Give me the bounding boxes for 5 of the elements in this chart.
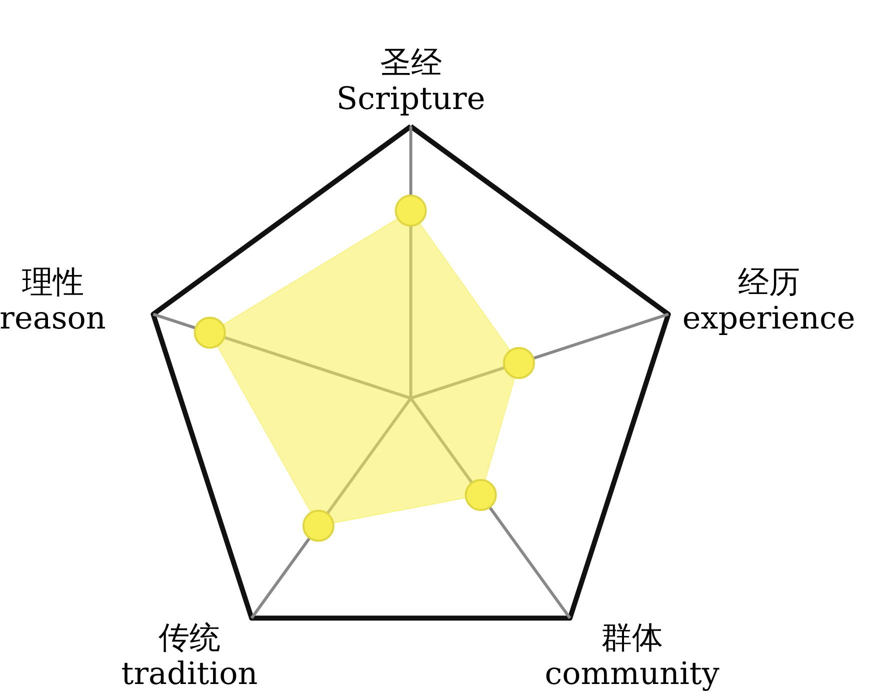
spoke-label: 群体 community — [544, 620, 720, 691]
spoke-label: 经历 experience — [682, 264, 856, 337]
spoke-label: 传统 tradition — [121, 620, 258, 691]
spoke-label: 理性 reason — [0, 264, 106, 337]
spoke-label: 圣经 Scripture — [336, 44, 486, 117]
